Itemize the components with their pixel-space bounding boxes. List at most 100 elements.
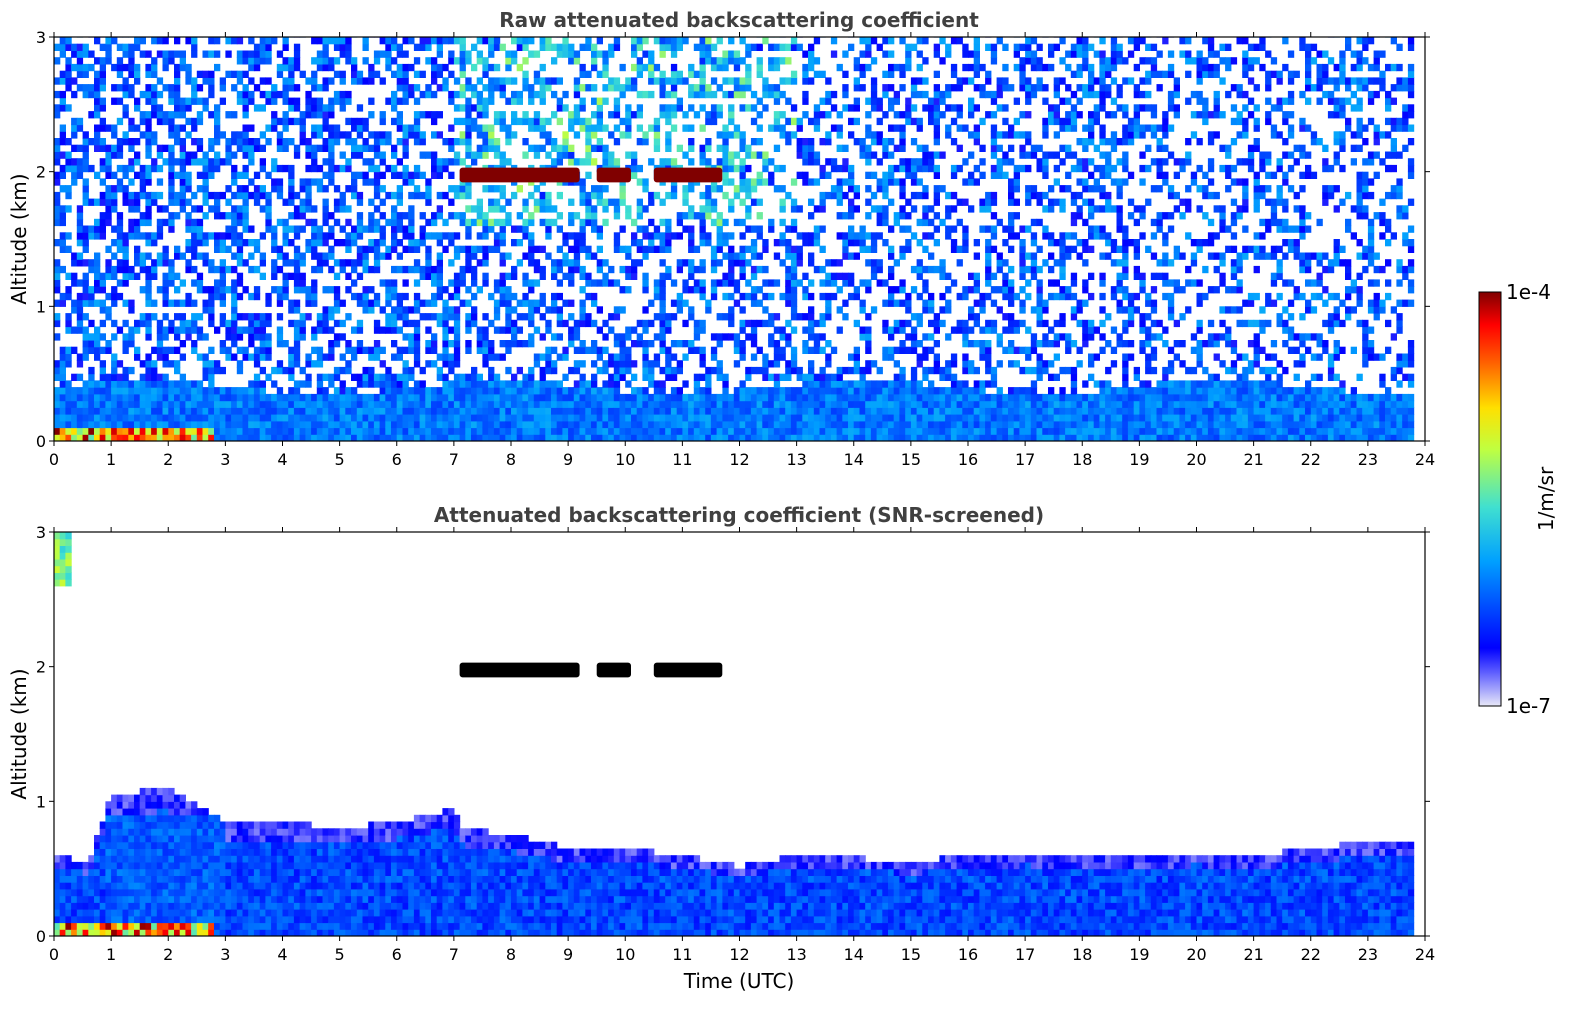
heatmap-cell — [162, 292, 169, 301]
heatmap-cell — [562, 151, 569, 159]
heatmap-cell — [733, 414, 741, 422]
heatmap-cell — [573, 239, 581, 247]
heatmap-cell — [482, 400, 489, 408]
heatmap-cell — [402, 360, 409, 368]
heatmap-cell — [293, 360, 301, 368]
heatmap-cell — [362, 346, 369, 354]
heatmap-cell — [842, 104, 849, 112]
heatmap-cell — [471, 373, 478, 381]
heatmap-cell — [174, 252, 181, 260]
heatmap-cell — [259, 252, 266, 260]
heatmap-cell — [293, 434, 301, 441]
heatmap-cell — [54, 279, 61, 287]
heatmap-cell — [362, 414, 369, 422]
heatmap-cell — [373, 144, 381, 152]
heatmap-cell — [145, 414, 152, 422]
heatmap-cell — [185, 434, 192, 441]
heatmap-cell — [545, 138, 552, 146]
heatmap-cell — [802, 171, 809, 179]
heatmap-cell — [853, 366, 860, 375]
heatmap-cell — [442, 191, 449, 200]
heatmap-cell — [311, 144, 318, 152]
heatmap-cell — [191, 252, 198, 260]
heatmap-cell — [785, 319, 792, 328]
heatmap-cell — [299, 400, 306, 408]
heatmap-cell — [288, 427, 295, 435]
heatmap-cell — [813, 414, 821, 422]
heatmap-cell — [790, 346, 798, 354]
heatmap-cell — [99, 427, 106, 435]
heatmap-cell — [191, 420, 198, 429]
heatmap-cell — [396, 84, 403, 92]
heatmap-cell — [562, 90, 569, 99]
heatmap-cell — [316, 380, 324, 388]
heatmap-cell — [465, 420, 472, 429]
heatmap-cell — [836, 272, 843, 280]
heatmap-cell — [408, 319, 415, 328]
heatmap-cell — [562, 353, 569, 361]
heatmap-cell — [476, 131, 483, 139]
heatmap-cell — [693, 279, 701, 287]
heatmap-cell — [442, 245, 449, 253]
heatmap-cell — [802, 380, 809, 388]
heatmap-cell — [351, 117, 358, 126]
heatmap-cell — [88, 414, 95, 422]
heatmap-cell — [134, 104, 141, 112]
heatmap-cell — [288, 97, 295, 105]
heatmap-cell — [88, 333, 95, 341]
heatmap-cell — [265, 57, 272, 65]
heatmap-cell — [476, 407, 483, 415]
heatmap-cell — [819, 373, 826, 381]
heatmap-cell — [836, 380, 843, 388]
heatmap-cell — [659, 427, 666, 435]
heatmap-cell — [733, 346, 741, 354]
heatmap-cell — [813, 387, 821, 395]
heatmap-cell — [293, 104, 301, 112]
heatmap-cell — [756, 387, 763, 395]
heatmap-cell — [825, 407, 832, 415]
heatmap-cell — [413, 400, 421, 408]
heatmap-cell — [608, 420, 615, 429]
heatmap-cell — [716, 84, 723, 92]
heatmap-cell — [174, 84, 181, 92]
heatmap-cell — [768, 57, 775, 65]
heatmap-cell — [773, 313, 781, 321]
heatmap-cell — [105, 218, 112, 227]
heatmap-cell — [442, 138, 449, 146]
heatmap-cell — [642, 353, 649, 361]
heatmap-cell — [105, 400, 112, 408]
heatmap-cell — [625, 286, 632, 294]
heatmap-cell — [836, 414, 843, 422]
heatmap-cell — [653, 387, 661, 395]
heatmap-cell — [493, 414, 501, 422]
heatmap-cell — [94, 407, 101, 415]
heatmap-cell — [533, 205, 541, 213]
heatmap-cell — [316, 37, 324, 45]
heatmap-cell — [225, 420, 232, 429]
heatmap-cell — [870, 205, 878, 213]
heatmap-cell — [442, 360, 449, 368]
heatmap-cell — [705, 198, 712, 206]
heatmap-cell — [773, 252, 781, 260]
heatmap-cell — [813, 232, 821, 240]
heatmap-cell — [768, 333, 775, 341]
heatmap-cell — [859, 306, 866, 314]
heatmap-cell — [368, 380, 375, 388]
heatmap-cell — [431, 218, 438, 227]
heatmap-cell — [682, 427, 689, 435]
heatmap-cell — [779, 434, 786, 441]
heatmap-cell — [145, 97, 152, 105]
heatmap-cell — [225, 212, 232, 220]
heatmap-cell — [682, 434, 689, 441]
heatmap-cell — [253, 245, 261, 253]
heatmap-cell — [402, 90, 409, 99]
heatmap-cell — [716, 414, 723, 422]
heatmap-cell — [288, 353, 295, 361]
heatmap-cell — [882, 387, 889, 395]
heatmap-cell — [293, 393, 301, 402]
heatmap-cell — [830, 414, 838, 422]
heatmap-cell — [293, 57, 301, 65]
heatmap-cell — [619, 306, 626, 314]
heatmap-cell — [259, 43, 266, 51]
heatmap-cell — [842, 366, 849, 375]
